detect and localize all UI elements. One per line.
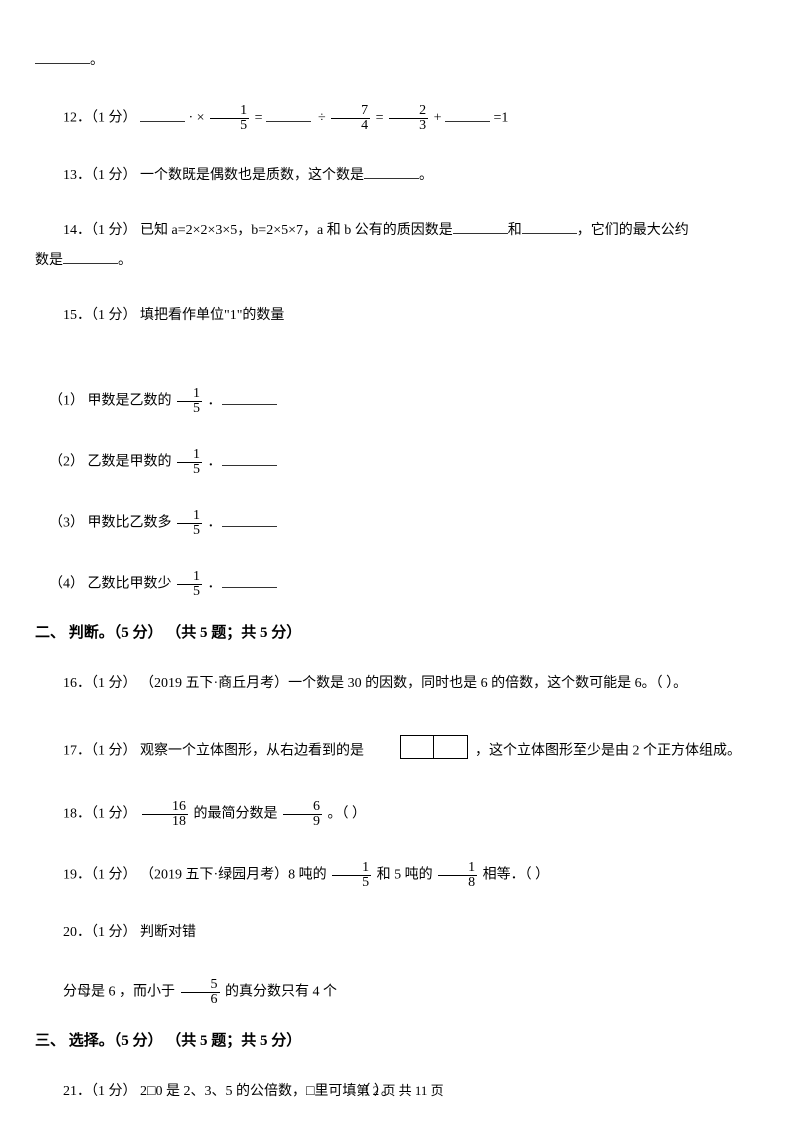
two-squares-icon — [372, 735, 468, 767]
q12-eq1: = — [255, 111, 263, 126]
q15-sub4-blank[interactable] — [222, 574, 277, 588]
q15-sub1: （1） 甲数是乙数的 15 ． — [35, 387, 765, 416]
q19-suffix: 相等．（ ） — [479, 867, 549, 882]
q15: 15．（1 分） 填把看作单位"1"的数量 — [35, 305, 765, 327]
q15-sub2-text: （2） 乙数是甲数的 — [49, 455, 175, 470]
q16-text: 16．（1 分） （2019 五下·商丘月考）一个数是 30 的因数，同时也是 … — [63, 676, 687, 691]
q14-line2: 数是 。 — [35, 250, 765, 272]
top-suffix: 。 — [90, 53, 104, 68]
q20-line2: 分母是 6 ，而小于 56 的真分数只有 4 个 — [35, 978, 765, 1007]
q12-prefix: 12．（1 分） — [63, 111, 140, 126]
q14-mid: 和 — [508, 223, 522, 238]
q19-frac1: 15 — [332, 861, 371, 890]
q15-sub1-text: （1） 甲数是乙数的 — [49, 394, 175, 409]
q15-sub3-suffix: ． — [204, 516, 222, 531]
q12: 12．（1 分） · × 15 = ÷ 74 = 23 + =1 — [35, 104, 765, 133]
q12-blank2[interactable] — [266, 108, 311, 122]
q12-blank3[interactable] — [445, 108, 490, 122]
top-blank-line: 。 — [35, 50, 765, 72]
q17: 17．（1 分） 观察一个立体图形，从右边看到的是 ，这个立体图形至少是由 2 … — [35, 735, 765, 767]
q14-line2-suffix: 。 — [118, 253, 132, 268]
q12-times: × — [197, 111, 205, 126]
q14-line2-prefix: 数是 — [35, 253, 63, 268]
q15-prefix: 15．（1 分） 填把看作单位"1"的数量 — [63, 308, 284, 323]
q12-frac2: 74 — [331, 104, 370, 133]
q19: 19．（1 分） （2019 五下·绿园月考）8 吨的 15 和 5 吨的 18… — [35, 861, 765, 890]
page-footer: 第 2 页 共 11 页 — [35, 1081, 765, 1102]
q15-sub2: （2） 乙数是甲数的 15 ． — [35, 448, 765, 477]
q14-suffix1: ，它们的最大公约 — [577, 223, 689, 238]
q15-sub4-frac: 15 — [177, 570, 202, 599]
q14-line1: 14．（1 分） 已知 a=2×2×3×5，b=2×5×7，a 和 b 公有的质… — [35, 220, 765, 242]
q15-sub2-blank[interactable] — [222, 452, 277, 466]
blank-top[interactable] — [35, 50, 90, 64]
q20-text1: 20．（1 分） 判断对错 — [63, 925, 196, 940]
q12-dot: · — [189, 111, 194, 126]
q12-frac3: 23 — [389, 104, 428, 133]
q19-prefix: 19．（1 分） （2019 五下·绿园月考）8 吨的 — [63, 867, 330, 882]
q14-blank2[interactable] — [522, 220, 577, 234]
q19-frac2: 18 — [438, 861, 477, 890]
q14-prefix: 14．（1 分） 已知 a=2×2×3×5，b=2×5×7，a 和 b 公有的质… — [63, 223, 453, 238]
q12-div: ÷ — [318, 111, 326, 126]
q13-suffix: 。 — [419, 168, 433, 183]
q18-prefix: 18．（1 分） — [63, 806, 140, 821]
q12-eq3: =1 — [493, 111, 508, 126]
q15-sub1-suffix: ． — [204, 394, 222, 409]
q15-sub3-frac: 15 — [177, 509, 202, 538]
q17-suffix: ，这个立体图形至少是由 2 个正方体组成。 — [475, 744, 741, 759]
q15-sub1-blank[interactable] — [222, 391, 277, 405]
q14-blank1[interactable] — [453, 220, 508, 234]
q18-suffix: 。（ ） — [324, 806, 366, 821]
q15-sub4: （4） 乙数比甲数少 15 ． — [35, 570, 765, 599]
q13: 13．（1 分） 一个数既是偶数也是质数，这个数是 。 — [35, 165, 765, 187]
q15-sub3-blank[interactable] — [222, 513, 277, 527]
q14-blank3[interactable] — [63, 250, 118, 264]
section3-title: 三、 选择。（5 分） （共 5 题；共 5 分） — [35, 1029, 765, 1053]
q18: 18．（1 分） 1618 的最简分数是 69 。（ ） — [35, 800, 765, 829]
q18-mid: 的最简分数是 — [190, 806, 281, 821]
q20-frac: 56 — [181, 978, 220, 1007]
q20-line1: 20．（1 分） 判断对错 — [35, 922, 765, 944]
q15-sub3-text: （3） 甲数比乙数多 — [49, 516, 175, 531]
q12-frac1: 15 — [210, 104, 249, 133]
q20-line2-prefix: 分母是 6 ，而小于 — [63, 985, 179, 1000]
q15-sub4-suffix: ． — [204, 577, 222, 592]
q13-blank[interactable] — [364, 165, 419, 179]
q15-sub4-text: （4） 乙数比甲数少 — [49, 577, 175, 592]
q15-sub3: （3） 甲数比乙数多 15 ． — [35, 509, 765, 538]
q15-sub2-suffix: ． — [204, 455, 222, 470]
q18-frac1: 1618 — [142, 800, 188, 829]
q20-line2-suffix: 的真分数只有 4 个 — [222, 985, 338, 1000]
section2-title: 二、 判断。（5 分） （共 5 题；共 5 分） — [35, 621, 765, 645]
q17-prefix: 17．（1 分） 观察一个立体图形，从右边看到的是 — [63, 744, 364, 759]
q18-frac2: 69 — [283, 800, 322, 829]
q13-prefix: 13．（1 分） 一个数既是偶数也是质数，这个数是 — [63, 168, 364, 183]
q12-eq2: = — [376, 111, 384, 126]
q12-plus: + — [434, 111, 442, 126]
q15-sub2-frac: 15 — [177, 448, 202, 477]
q16: 16．（1 分） （2019 五下·商丘月考）一个数是 30 的因数，同时也是 … — [35, 673, 765, 695]
q19-mid: 和 5 吨的 — [373, 867, 436, 882]
q15-sub1-frac: 15 — [177, 387, 202, 416]
q12-blank1[interactable] — [140, 108, 185, 122]
